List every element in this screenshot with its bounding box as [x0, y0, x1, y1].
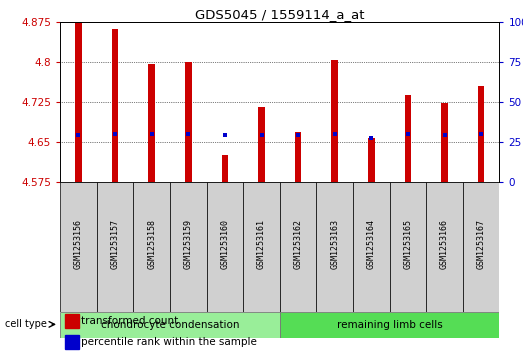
Text: GSM1253161: GSM1253161: [257, 219, 266, 269]
Bar: [353, 182, 390, 312]
Bar: [170, 182, 207, 312]
Text: transformed count: transformed count: [82, 316, 179, 326]
Text: GSM1253167: GSM1253167: [476, 219, 486, 269]
Bar: [97, 182, 133, 312]
Bar: [60, 182, 97, 312]
Bar: [112, 29, 118, 182]
Bar: [463, 182, 499, 312]
Bar: [280, 182, 316, 312]
Bar: [280, 312, 499, 338]
Text: GSM1253164: GSM1253164: [367, 219, 376, 269]
Title: GDS5045 / 1559114_a_at: GDS5045 / 1559114_a_at: [195, 8, 365, 21]
Bar: [243, 182, 280, 312]
Text: GSM1253158: GSM1253158: [147, 219, 156, 269]
Text: GSM1253165: GSM1253165: [403, 219, 413, 269]
Text: GSM1253163: GSM1253163: [330, 219, 339, 269]
Bar: [478, 86, 484, 182]
Text: GSM1253162: GSM1253162: [293, 219, 303, 269]
Text: GSM1253157: GSM1253157: [110, 219, 120, 269]
Bar: [426, 182, 463, 312]
Bar: [405, 95, 411, 182]
Bar: [64, 335, 79, 349]
Bar: [133, 182, 170, 312]
Bar: [149, 64, 155, 182]
Bar: [75, 22, 82, 182]
Text: GSM1253166: GSM1253166: [440, 219, 449, 269]
Bar: [185, 62, 191, 182]
Bar: [368, 138, 374, 182]
Text: chondrocyte condensation: chondrocyte condensation: [101, 320, 239, 330]
Bar: [441, 103, 448, 182]
Bar: [60, 312, 280, 338]
Text: remaining limb cells: remaining limb cells: [337, 320, 442, 330]
Text: cell type: cell type: [5, 319, 47, 329]
Bar: [258, 107, 265, 182]
Text: GSM1253156: GSM1253156: [74, 219, 83, 269]
Bar: [207, 182, 243, 312]
Text: GSM1253159: GSM1253159: [184, 219, 193, 269]
Text: percentile rank within the sample: percentile rank within the sample: [82, 337, 257, 347]
Bar: [390, 182, 426, 312]
Bar: [316, 182, 353, 312]
Bar: [295, 132, 301, 182]
Bar: [332, 60, 338, 182]
Bar: [64, 314, 79, 329]
Bar: [222, 155, 228, 182]
Text: GSM1253160: GSM1253160: [220, 219, 230, 269]
